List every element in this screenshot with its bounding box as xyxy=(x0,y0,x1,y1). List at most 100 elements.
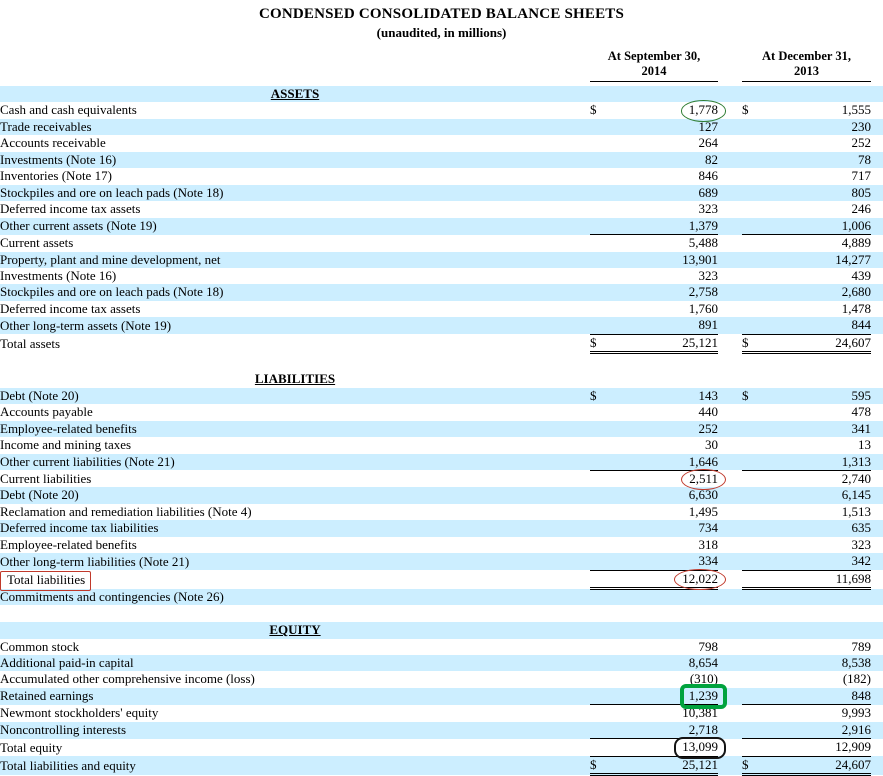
column-edge xyxy=(871,756,883,774)
column-edge xyxy=(871,437,883,453)
cell-value: 2,680 xyxy=(841,284,872,300)
currency-symbol xyxy=(742,520,764,536)
row-label: Total equity xyxy=(0,739,63,755)
column-gap xyxy=(718,168,742,184)
row-label: Accumulated other comprehensive income (… xyxy=(0,671,255,687)
currency-symbol xyxy=(590,721,612,740)
row-label: Total liabilities xyxy=(7,572,86,588)
cell-value: 8,654 xyxy=(688,655,718,670)
currency-symbol: $ xyxy=(590,756,612,776)
value-sep-2014: 13,099 xyxy=(612,737,726,759)
column-gap xyxy=(718,454,742,471)
row-total-equity: Total equity 13,099 12,909 xyxy=(0,737,883,759)
row-inventories-note-17: Inventories (Note 17) 846 717 xyxy=(0,168,883,184)
cell-value: 848 xyxy=(851,687,872,703)
row-label: Deferred income tax liabilities xyxy=(0,520,159,536)
column-edge xyxy=(871,268,883,284)
row-label: Total liabilities and equity xyxy=(0,758,136,774)
currency-symbol: $ xyxy=(742,334,764,355)
annotation-rect-green: 1,239 xyxy=(679,683,727,710)
document-title: CONDENSED CONSOLIDATED BALANCE SHEETS xyxy=(258,6,625,22)
value-dec-2013: 1,555 xyxy=(764,102,871,118)
row-income-and-mining-taxes: Income and mining taxes 30 13 xyxy=(0,437,883,453)
column-edge xyxy=(871,168,883,184)
column-gap xyxy=(718,639,742,655)
row-label-cell: Deferred income tax assets xyxy=(0,301,590,317)
column-gap xyxy=(718,537,742,553)
currency-symbol xyxy=(742,135,764,151)
value-dec-2013: 24,607 xyxy=(764,756,872,776)
row-other-long-term-liabilities-note-21: Other long-term liabilities (Note 21) 334… xyxy=(0,553,883,571)
column-edge xyxy=(871,135,883,151)
cell-value: 252 xyxy=(851,135,872,151)
column-edge xyxy=(871,520,883,536)
value-sep-2014: 846 xyxy=(612,168,719,184)
cell-value: 230 xyxy=(851,118,872,134)
row-label-cell: Total liabilities xyxy=(0,570,590,591)
value-sep-2014: 2,718 xyxy=(612,721,718,740)
row-label-cell: Other current liabilities (Note 21) xyxy=(0,454,590,471)
row-commitments-and-contingencies-note-26: Commitments and contingencies (Note 26) xyxy=(0,588,883,606)
value-sep-2014: 1,760 xyxy=(612,301,718,317)
column-edge xyxy=(871,739,883,756)
row-label-cell: Inventories (Note 17) xyxy=(0,168,590,184)
cell-value: (182) xyxy=(842,671,872,687)
column-edge xyxy=(871,454,883,471)
value-dec-2013: 2,680 xyxy=(764,284,871,300)
column-gap xyxy=(718,49,742,82)
value-dec-2013: 230 xyxy=(764,118,872,135)
value-sep-2014: 25,121 xyxy=(612,334,718,355)
value-sep-2014: 12,022 xyxy=(612,568,726,591)
section-header-assets: ASSETS xyxy=(0,86,883,103)
currency-symbol xyxy=(590,404,612,420)
cell-value: 1,478 xyxy=(841,300,872,316)
currency-symbol xyxy=(742,655,764,671)
currency-symbol xyxy=(590,268,612,284)
value-dec-2013: 595 xyxy=(764,388,872,404)
cell-value: 10,381 xyxy=(682,705,718,721)
value-sep-2014: 323 xyxy=(612,268,719,284)
currency-symbol xyxy=(742,738,764,757)
value-sep-2014: 10,381 xyxy=(612,705,718,722)
column-gap xyxy=(718,185,742,201)
value-sep-2014: 127 xyxy=(612,118,719,135)
currency-symbol xyxy=(590,705,612,722)
column-gap xyxy=(718,589,742,605)
value-sep-2014: 1,778 xyxy=(612,100,726,122)
column-header-empty xyxy=(0,49,590,82)
column-edge xyxy=(871,185,883,201)
column-edge xyxy=(871,570,883,588)
column-edge xyxy=(871,404,883,420)
row-total-liabilities: Total liabilities 12,022 11,698 xyxy=(0,568,883,591)
section-title-text: ASSETS xyxy=(270,86,320,101)
row-employee-related-benefits: Employee-related benefits 318 323 xyxy=(0,537,883,553)
value-dec-2013: 9,993 xyxy=(764,705,871,722)
cell-value: 1,006 xyxy=(841,217,872,233)
currency-symbol: $ xyxy=(742,387,749,403)
currency-symbol xyxy=(742,639,764,655)
row-label: Income and mining taxes xyxy=(0,437,132,453)
currency-symbol xyxy=(590,201,612,217)
column-gap xyxy=(718,252,742,268)
cell-value: 127 xyxy=(698,118,719,134)
row-label-cell: Commitments and contingencies (Note 26) xyxy=(0,589,590,605)
row-label: Employee-related benefits xyxy=(0,536,137,552)
row-label: Additional paid-in capital xyxy=(0,655,134,670)
row-label: Inventories (Note 17) xyxy=(0,168,112,184)
currency-symbol xyxy=(590,252,612,268)
value-sep-2014: 13,901 xyxy=(612,252,718,268)
currency-symbol xyxy=(590,168,612,184)
row-stockpiles-and-ore-on-leach-pads-note-18: Stockpiles and ore on leach pads (Note 1… xyxy=(0,184,883,202)
row-other-current-liabilities-note-21: Other current liabilities (Note 21) 1,646… xyxy=(0,453,883,471)
cell-value: 8,538 xyxy=(841,655,872,670)
row-label-cell: Other current assets (Note 19) xyxy=(0,218,590,235)
row-other-long-term-assets-note-19: Other long-term assets (Note 19) 891 844 xyxy=(0,317,883,335)
cell-value: 12,022 xyxy=(682,570,718,586)
cell-value: 805 xyxy=(851,184,872,200)
row-label: Newmont stockholders' equity xyxy=(0,705,159,721)
row-label: Commitments and contingencies (Note 26) xyxy=(0,588,224,604)
currency-symbol xyxy=(742,504,764,520)
row-label-cell: Current liabilities xyxy=(0,470,590,487)
column-date-line2: 2014 xyxy=(641,64,667,78)
cell-value: 82 xyxy=(705,151,718,167)
